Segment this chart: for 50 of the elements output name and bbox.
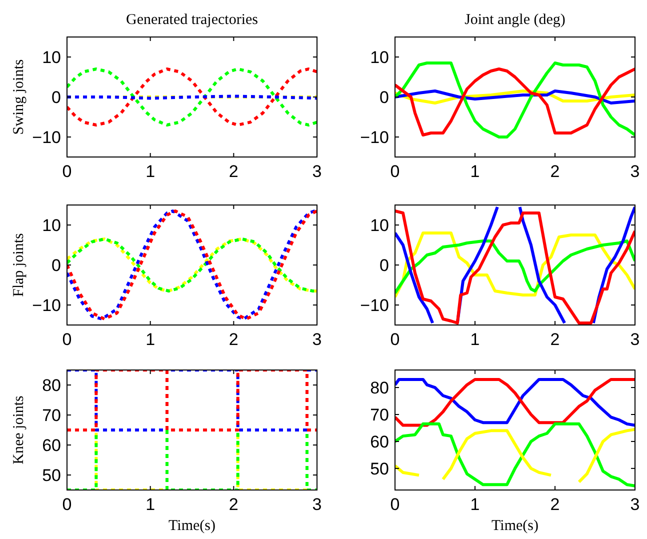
y-tick-label: 0 (380, 88, 389, 107)
y-tick-label: 70 (42, 406, 61, 425)
x-axis-title: Time(s) (168, 518, 216, 534)
x-tick-label: 1 (470, 495, 480, 514)
y-tick-label: 80 (370, 378, 389, 398)
x-tick-label: 1 (146, 330, 156, 349)
y-tick-label: 70 (370, 405, 389, 424)
y-tick-label: 10 (370, 48, 389, 67)
y-axis-title: Flap joints (11, 232, 27, 297)
y-tick-label: −10 (360, 128, 389, 147)
line-series (67, 68, 317, 126)
y-axis-title: Swing joints (11, 59, 27, 135)
y-tick-label: 10 (42, 48, 61, 67)
y-axis-title: Knee joints (11, 395, 27, 464)
x-tick-label: 3 (312, 162, 322, 181)
y-tick-label: 50 (42, 466, 61, 485)
x-tick-label: 2 (228, 495, 238, 514)
y-tick-label: 0 (380, 256, 389, 275)
y-tick-label: 10 (370, 216, 389, 235)
y-tick-label: 0 (52, 256, 61, 275)
chart-title: Generated trajectories (126, 12, 258, 28)
chart-title: Joint angle (deg) (464, 12, 566, 28)
x-tick-label: 3 (630, 330, 640, 349)
line-series (67, 210, 317, 320)
x-tick-label: 3 (630, 162, 640, 181)
y-tick-label: 10 (42, 216, 61, 235)
x-tick-label: 1 (146, 162, 156, 181)
y-tick-label: −10 (32, 128, 61, 147)
x-tick-label: 1 (470, 162, 480, 181)
x-tick-label: 3 (312, 330, 322, 349)
line-series (395, 378, 635, 427)
y-tick-label: 60 (370, 432, 389, 452)
x-tick-label: 1 (470, 330, 480, 349)
y-tick-label: 80 (42, 376, 61, 395)
y-tick-label: −10 (360, 296, 389, 315)
x-axis-title: Time(s) (492, 518, 538, 534)
y-tick-label: 0 (52, 88, 61, 107)
x-tick-label: 1 (146, 495, 156, 514)
x-tick-label: 3 (630, 495, 640, 514)
y-tick-label: 60 (42, 436, 61, 455)
line-series (67, 238, 317, 292)
x-tick-label: 2 (550, 330, 560, 349)
x-tick-label: 2 (228, 162, 238, 181)
x-tick-label: 2 (550, 495, 560, 514)
x-tick-label: 2 (550, 162, 560, 181)
line-series (395, 240, 635, 294)
y-tick-label: −10 (32, 296, 61, 315)
x-tick-label: 2 (228, 330, 238, 349)
x-tick-label: 3 (312, 495, 322, 514)
y-tick-label: 50 (370, 459, 389, 478)
